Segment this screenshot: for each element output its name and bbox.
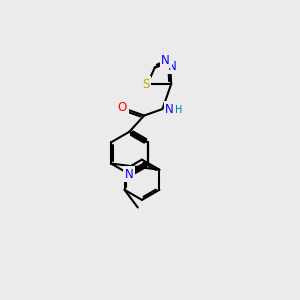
Text: N: N [161,54,170,67]
Text: N: N [125,168,134,181]
Text: N: N [167,60,176,73]
Text: S: S [142,77,150,91]
Text: O: O [118,101,127,114]
Text: H: H [175,105,182,115]
Text: N: N [165,103,174,116]
